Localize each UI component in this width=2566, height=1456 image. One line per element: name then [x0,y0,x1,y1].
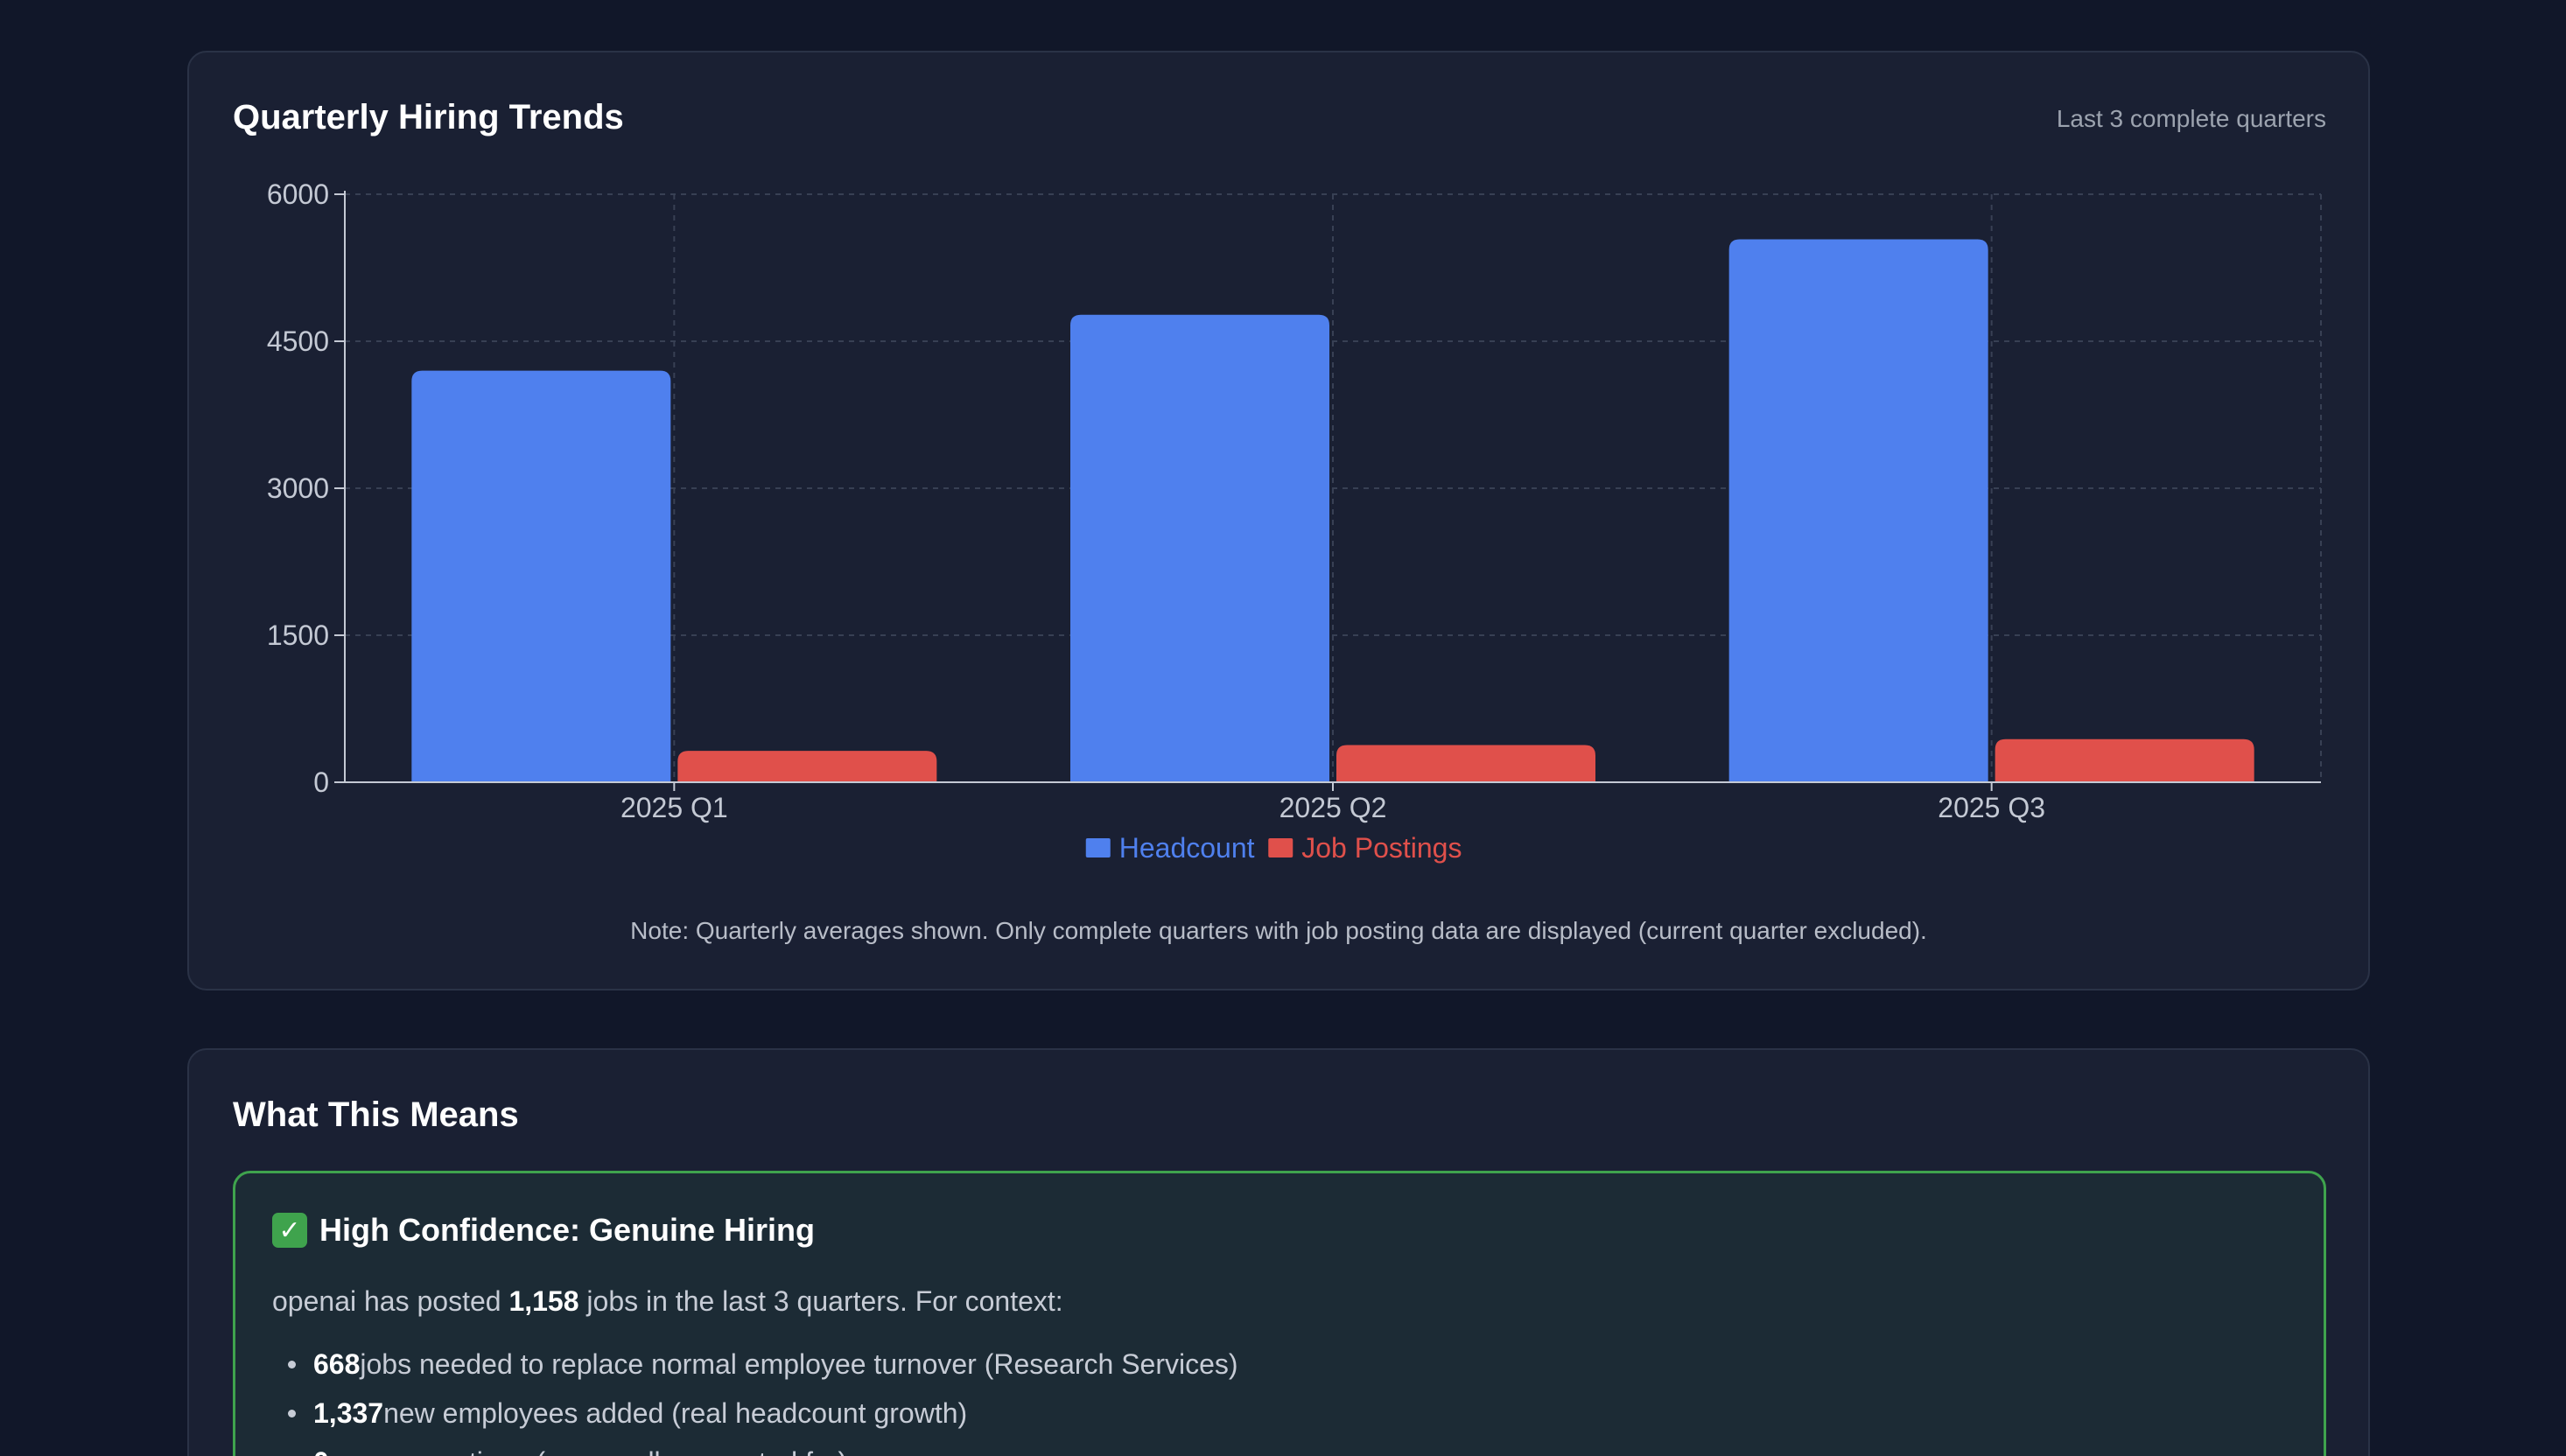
intro-jobs-count: 1,158 [508,1285,579,1317]
bar-headcount [411,370,671,782]
bullet-value: 1,337 [313,1397,384,1429]
y-tick-label: 1500 [267,620,329,651]
bullet-dot [288,1360,296,1368]
bar-job-postings [1995,738,2254,782]
y-tick-label: 0 [313,766,329,798]
legend-swatch-job-postings [1268,838,1294,858]
intro-suffix: jobs in the last 3 quarters. For context… [578,1285,1063,1317]
bar-job-postings [677,751,937,782]
list-item: 0 excess postings (none - all accounted … [272,1438,1238,1456]
chart-card-subtitle: Last 3 complete quarters [2056,105,2326,132]
hiring-trends-card: Quarterly Hiring Trends Last 3 complete … [187,51,2370,990]
bullet-value: 668 [313,1348,361,1380]
confidence-heading: ✓ High Confidence: Genuine Hiring [272,1212,815,1249]
bar-headcount [1728,239,1988,782]
y-tick-label: 3000 [267,472,329,504]
means-card-title: What This Means [233,1096,519,1134]
confidence-bullets: 668 jobs needed to replace normal employ… [272,1340,1238,1456]
x-tick-label: 2025 Q3 [1938,792,2045,823]
intro-prefix: openai has posted [272,1285,509,1317]
legend-swatch-headcount [1085,838,1111,858]
what-this-means-card: What This Means ✓ High Confidence: Genui… [187,1048,2370,1456]
bullet-text: jobs needed to replace normal employee t… [360,1348,1238,1380]
bar-job-postings [1336,745,1595,782]
x-tick-label: 2025 Q1 [620,792,728,823]
hiring-bar-chart: 0 1500 3000 4500 6000 2025 Q1 2025 Q2 2025 Q3 He… [267,178,2322,864]
confidence-panel: ✓ High Confidence: Genuine Hiring openai… [233,1171,2326,1456]
legend-label-headcount: Headcount [1119,832,1255,864]
y-tick-label: 6000 [267,178,329,210]
bullet-text: new employees added (real headcount grow… [383,1397,968,1429]
y-tick-label: 4500 [267,326,329,357]
x-tick-label: 2025 Q2 [1279,792,1387,823]
chart-note: Note: Quarterly averages shown. Only com… [630,917,1927,944]
bullet-value: 0 [313,1438,329,1456]
confidence-intro: openai has posted 1,158 jobs in the last… [272,1285,1063,1318]
check-mark-icon: ✓ [272,1213,307,1248]
bullet-dot [288,1409,296,1418]
legend-label-job-postings: Job Postings [1301,832,1462,864]
list-item: 668 jobs needed to replace normal employ… [272,1340,1238,1389]
confidence-heading-text: High Confidence: Genuine Hiring [319,1212,815,1248]
bullet-text: excess postings (none - all accounted fo… [329,1438,847,1456]
bar-headcount [1070,314,1329,782]
chart-card-title: Quarterly Hiring Trends [233,98,624,136]
list-item: 1,337 new employees added (real headcoun… [272,1389,1238,1438]
